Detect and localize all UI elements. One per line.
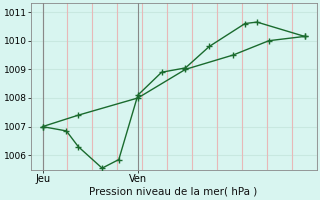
X-axis label: Pression niveau de la mer( hPa ): Pression niveau de la mer( hPa ) bbox=[90, 187, 258, 197]
